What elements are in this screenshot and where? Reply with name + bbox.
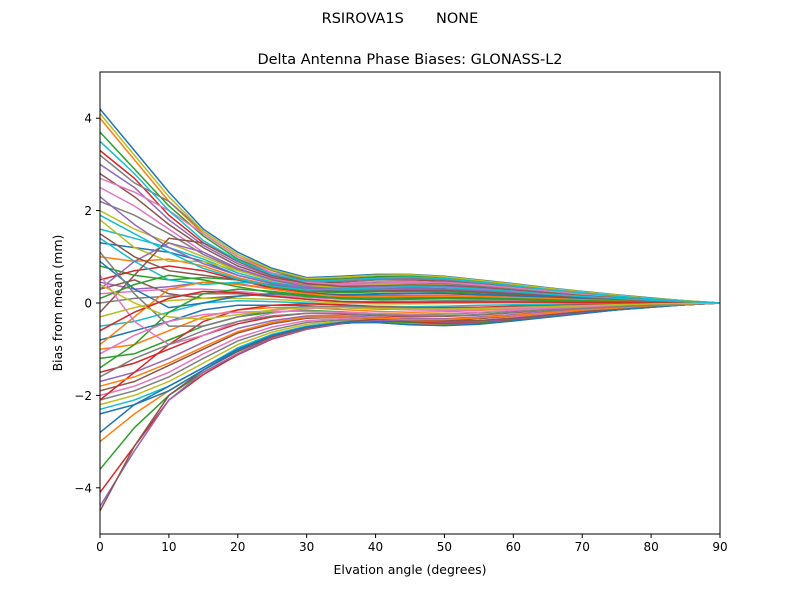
- y-tick-label: 2: [84, 204, 92, 218]
- series-line-50: [99, 140, 721, 304]
- chart-title: Delta Antenna Phase Biases: GLONASS-L2: [257, 52, 562, 68]
- x-tick-label: 30: [299, 540, 314, 554]
- figure-suptitle: RSIROVA1S NONE: [322, 11, 479, 27]
- series-line-52: [99, 302, 721, 387]
- x-tick-label: 40: [368, 540, 383, 554]
- series-line-56: [99, 233, 721, 304]
- x-tick-label: 20: [230, 540, 245, 554]
- y-tick-label: −2: [74, 389, 92, 403]
- y-tick-label: −4: [74, 481, 92, 495]
- x-axis-label: Elvation angle (degrees): [333, 562, 486, 577]
- y-tick-label: 4: [84, 112, 92, 126]
- y-axis-label: Bias from mean (mm): [50, 235, 65, 372]
- series-line-53: [99, 274, 721, 304]
- series-layer: [99, 108, 721, 512]
- series-line-59: [99, 283, 721, 320]
- series-line-60: [99, 214, 721, 304]
- y-tick-label: 0: [84, 297, 92, 311]
- x-tick-label: 60: [506, 540, 521, 554]
- series-line-58: [99, 302, 721, 378]
- series-line-57: [99, 302, 721, 355]
- x-tick-label: 0: [96, 540, 104, 554]
- x-axis: 0 10 20 30 40 50 60 70 80 90: [96, 534, 728, 554]
- x-tick-label: 50: [437, 540, 452, 554]
- x-tick-label: 80: [643, 540, 658, 554]
- y-axis: −4 −2 0 2 4: [74, 112, 100, 495]
- x-tick-label: 90: [712, 540, 727, 554]
- x-tick-label: 70: [575, 540, 590, 554]
- x-tick-label: 10: [161, 540, 176, 554]
- series-line-51: [99, 302, 721, 415]
- series-line-54: [99, 290, 720, 332]
- series-line-49: [99, 113, 721, 304]
